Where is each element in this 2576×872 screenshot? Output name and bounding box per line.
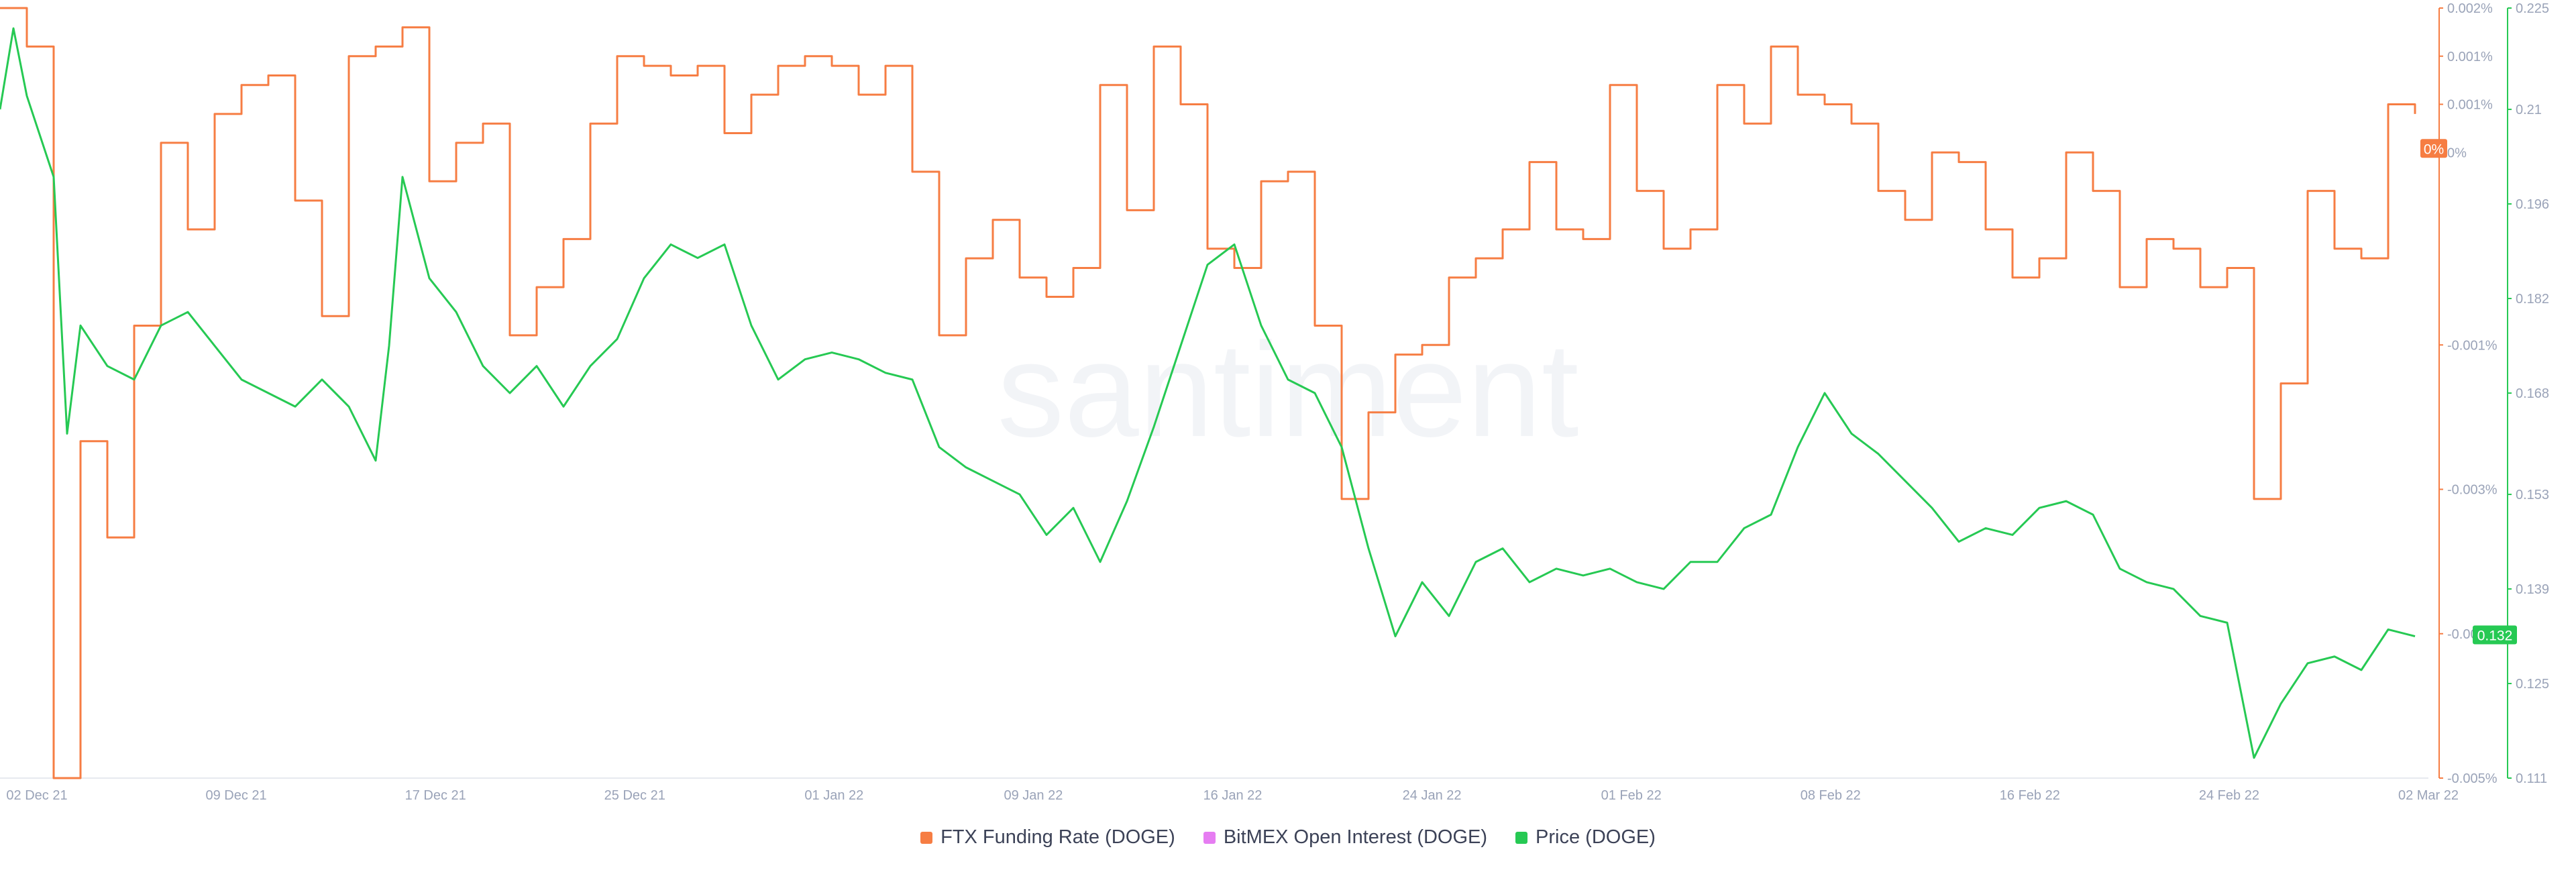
legend-label-price: Price (DOGE) (1536, 826, 1656, 848)
price-tick-label: 0.125 (2516, 677, 2549, 692)
x-tick-label: 09 Jan 22 (1004, 788, 1063, 803)
x-tick-label: 24 Jan 22 (1403, 788, 1462, 803)
funding-tick-label: -0.003% (2447, 483, 2498, 498)
funding-tick-label: 0.002% (2447, 1, 2493, 16)
x-tick-label: 02 Mar 22 (2398, 788, 2459, 803)
legend-label-open-interest: BitMEX Open Interest (DOGE) (1223, 826, 1488, 848)
x-tick-label: 08 Feb 22 (1801, 788, 1861, 803)
funding-tick-label: 0.001% (2447, 98, 2493, 113)
x-tick-label: 16 Feb 22 (2000, 788, 2060, 803)
price-line (0, 27, 2416, 759)
legend-item-funding-rate[interactable]: FTX Funding Rate (DOGE) (920, 826, 1175, 849)
price-current-badge (2473, 625, 2517, 645)
legend: FTX Funding Rate (DOGE) BitMEX Open Inte… (0, 826, 2576, 849)
price-tick-label: 0.196 (2516, 197, 2549, 212)
legend-item-price[interactable]: Price (DOGE) (1515, 826, 1656, 849)
price-current-value: 0.132 (2477, 629, 2513, 644)
x-tick-label: 01 Jan 22 (804, 788, 863, 803)
x-tick-label: 16 Jan 22 (1203, 788, 1263, 803)
price-tick-label: 0.139 (2516, 582, 2549, 597)
price-tick-label: 0.225 (2516, 1, 2549, 16)
funding-tick-label: -0.005% (2447, 771, 2498, 786)
price-tick-label: 0.153 (2516, 488, 2549, 502)
funding-tick-label: 0% (2447, 146, 2467, 160)
x-tick-label: 09 Dec 21 (205, 788, 266, 803)
legend-swatch-open-interest (1203, 831, 1216, 844)
funding-tick-label: 0.001% (2447, 50, 2493, 64)
watermark: santiment (997, 315, 1578, 465)
x-tick-label: 02 Dec 21 (6, 788, 67, 803)
x-tick-label: 17 Dec 21 (405, 788, 466, 803)
legend-swatch-funding (920, 831, 933, 844)
x-tick-label: 25 Dec 21 (604, 788, 665, 803)
funding-current-badge (2420, 139, 2447, 158)
legend-item-open-interest[interactable]: BitMEX Open Interest (DOGE) (1203, 826, 1487, 849)
price-tick-label: 0.182 (2516, 292, 2549, 307)
legend-swatch-price (1515, 831, 1528, 844)
price-tick-label: 0.21 (2516, 103, 2542, 117)
x-tick-label: 01 Feb 22 (1601, 788, 1662, 803)
funding-tick-label: -0.001% (2447, 338, 2498, 353)
price-tick-label: 0.168 (2516, 386, 2549, 401)
x-tick-label: 24 Feb 22 (2199, 788, 2259, 803)
funding-rate-line (0, 7, 2416, 779)
funding-current-value: 0% (2424, 142, 2444, 157)
legend-label-funding: FTX Funding Rate (DOGE) (941, 826, 1175, 848)
price-tick-label: 0.111 (2516, 771, 2547, 786)
